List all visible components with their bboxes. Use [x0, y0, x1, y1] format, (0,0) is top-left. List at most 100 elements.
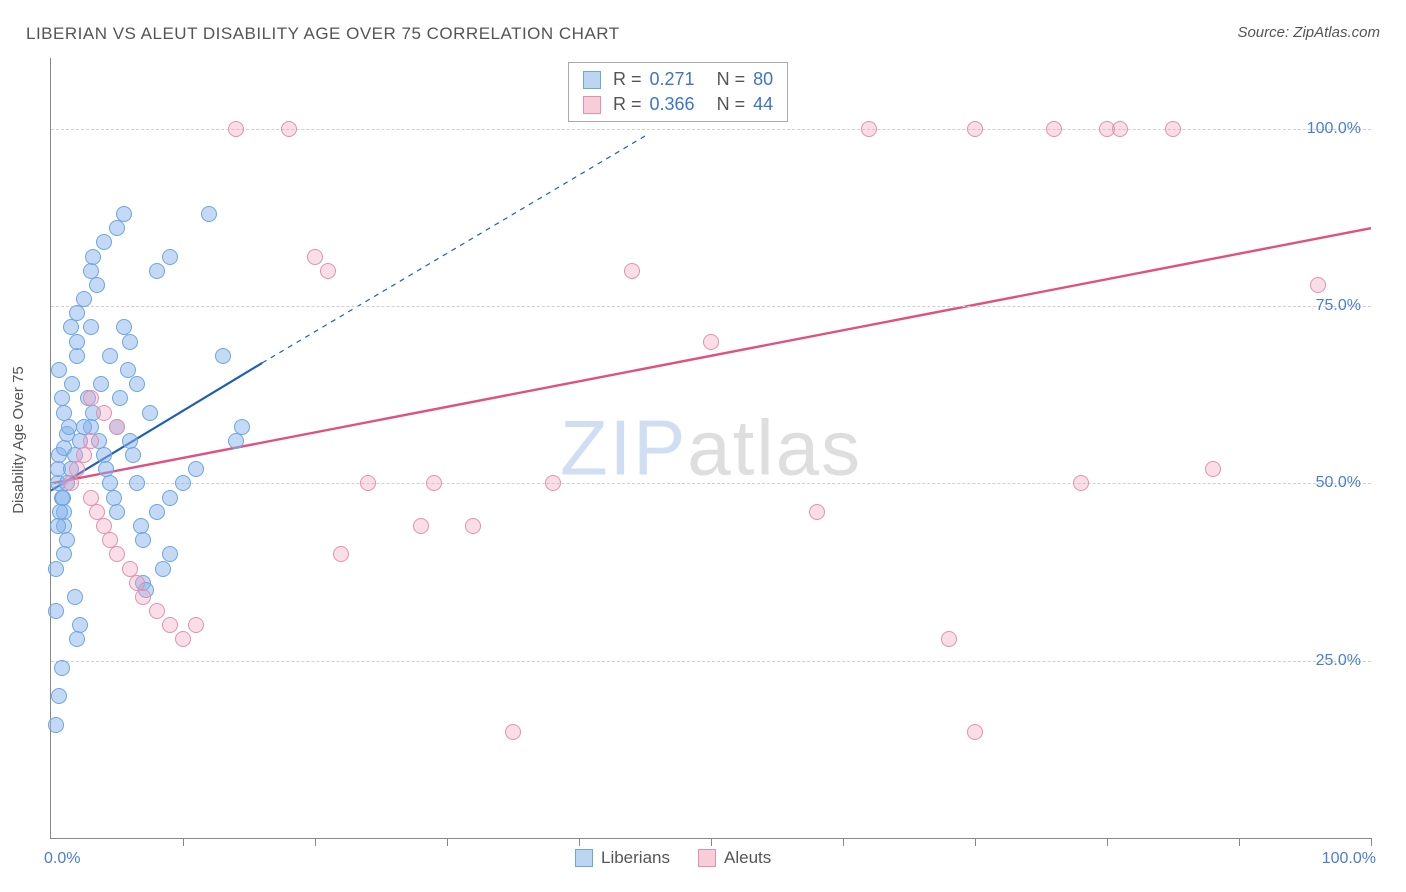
point-series-b: [135, 589, 151, 605]
x-axis-end-label: 100.0%: [1322, 850, 1376, 868]
point-series-a: [89, 277, 105, 293]
point-series-b: [76, 447, 92, 463]
point-series-b: [162, 617, 178, 633]
point-series-b: [941, 631, 957, 647]
point-series-a: [54, 390, 70, 406]
stats-row-series-a: R = 0.271 N = 80: [569, 67, 787, 92]
point-series-b: [545, 475, 561, 491]
x-tick: [711, 838, 712, 846]
stats-row-series-b: R = 0.366 N = 44: [569, 92, 787, 117]
point-series-b: [109, 546, 125, 562]
point-series-b: [967, 121, 983, 137]
source-attribution: Source: ZipAtlas.com: [1237, 24, 1380, 41]
point-series-b: [967, 724, 983, 740]
point-series-a: [102, 348, 118, 364]
point-series-a: [50, 518, 66, 534]
point-series-b: [1112, 121, 1128, 137]
y-axis-label: Disability Age Over 75: [10, 292, 27, 440]
point-series-a: [215, 348, 231, 364]
x-tick: [315, 838, 316, 846]
legend-item-series-b: Aleuts: [698, 848, 771, 868]
point-series-a: [109, 504, 125, 520]
point-series-b: [1073, 475, 1089, 491]
point-series-a: [83, 319, 99, 335]
swatch-series-a: [583, 71, 601, 89]
x-tick: [579, 838, 580, 846]
point-series-b: [228, 121, 244, 137]
point-series-a: [67, 589, 83, 605]
y-tick-label: 100.0%: [1307, 120, 1361, 138]
point-series-b: [360, 475, 376, 491]
point-series-a: [96, 234, 112, 250]
legend-label-series-b: Aleuts: [724, 848, 771, 868]
point-series-a: [54, 660, 70, 676]
point-series-b: [426, 475, 442, 491]
point-series-a: [125, 447, 141, 463]
point-series-b: [69, 461, 85, 477]
swatch-series-b: [583, 96, 601, 114]
x-tick: [1371, 838, 1372, 846]
point-series-b: [505, 724, 521, 740]
point-series-a: [48, 561, 64, 577]
x-tick: [1107, 838, 1108, 846]
point-series-b: [1310, 277, 1326, 293]
point-series-a: [155, 561, 171, 577]
n-label: N =: [717, 94, 746, 115]
n-label: N =: [717, 69, 746, 90]
r-label: R =: [613, 69, 642, 90]
y-axis-label-text: Disability Age Over 75: [10, 366, 27, 514]
point-series-a: [69, 348, 85, 364]
point-series-b: [307, 249, 323, 265]
point-series-b: [1165, 121, 1181, 137]
point-series-b: [1205, 461, 1221, 477]
plot-area: ZIPatlas 25.0%50.0%75.0%100.0%: [50, 58, 1371, 839]
correlation-stats-box: R = 0.271 N = 80 R = 0.366 N = 44: [568, 62, 788, 122]
point-series-a: [120, 362, 136, 378]
point-series-a: [122, 334, 138, 350]
x-tick: [975, 838, 976, 846]
point-series-b: [63, 475, 79, 491]
bottom-legend: Liberians Aleuts: [575, 848, 771, 868]
point-series-a: [64, 376, 80, 392]
point-series-a: [175, 475, 191, 491]
x-tick: [1239, 838, 1240, 846]
point-series-a: [93, 376, 109, 392]
point-series-b: [703, 334, 719, 350]
point-series-b: [188, 617, 204, 633]
point-series-a: [162, 249, 178, 265]
y-tick-label: 25.0%: [1316, 652, 1361, 670]
point-series-a: [129, 376, 145, 392]
point-series-a: [162, 546, 178, 562]
x-tick: [843, 838, 844, 846]
legend-swatch-series-b: [698, 849, 716, 867]
point-series-b: [320, 263, 336, 279]
point-series-b: [83, 390, 99, 406]
point-series-a: [188, 461, 204, 477]
chart-title: LIBERIAN VS ALEUT DISABILITY AGE OVER 75…: [26, 24, 620, 44]
point-series-b: [149, 603, 165, 619]
point-series-a: [63, 319, 79, 335]
r-value-series-b: 0.366: [650, 94, 695, 115]
point-series-b: [281, 121, 297, 137]
legend-label-series-a: Liberians: [601, 848, 670, 868]
point-series-a: [234, 419, 250, 435]
point-series-a: [142, 405, 158, 421]
gridline-h: [51, 661, 1371, 662]
point-series-a: [48, 717, 64, 733]
point-series-a: [129, 475, 145, 491]
x-tick: [183, 838, 184, 846]
point-series-a: [112, 390, 128, 406]
legend-swatch-series-a: [575, 849, 593, 867]
point-series-a: [48, 603, 64, 619]
point-series-a: [228, 433, 244, 449]
r-label: R =: [613, 94, 642, 115]
point-series-b: [809, 504, 825, 520]
n-value-series-a: 80: [753, 69, 773, 90]
y-tick-label: 75.0%: [1316, 297, 1361, 315]
point-series-a: [201, 206, 217, 222]
point-series-a: [135, 532, 151, 548]
point-series-b: [109, 419, 125, 435]
point-series-b: [413, 518, 429, 534]
trend-line-series-b: [51, 228, 1371, 483]
x-tick: [447, 838, 448, 846]
